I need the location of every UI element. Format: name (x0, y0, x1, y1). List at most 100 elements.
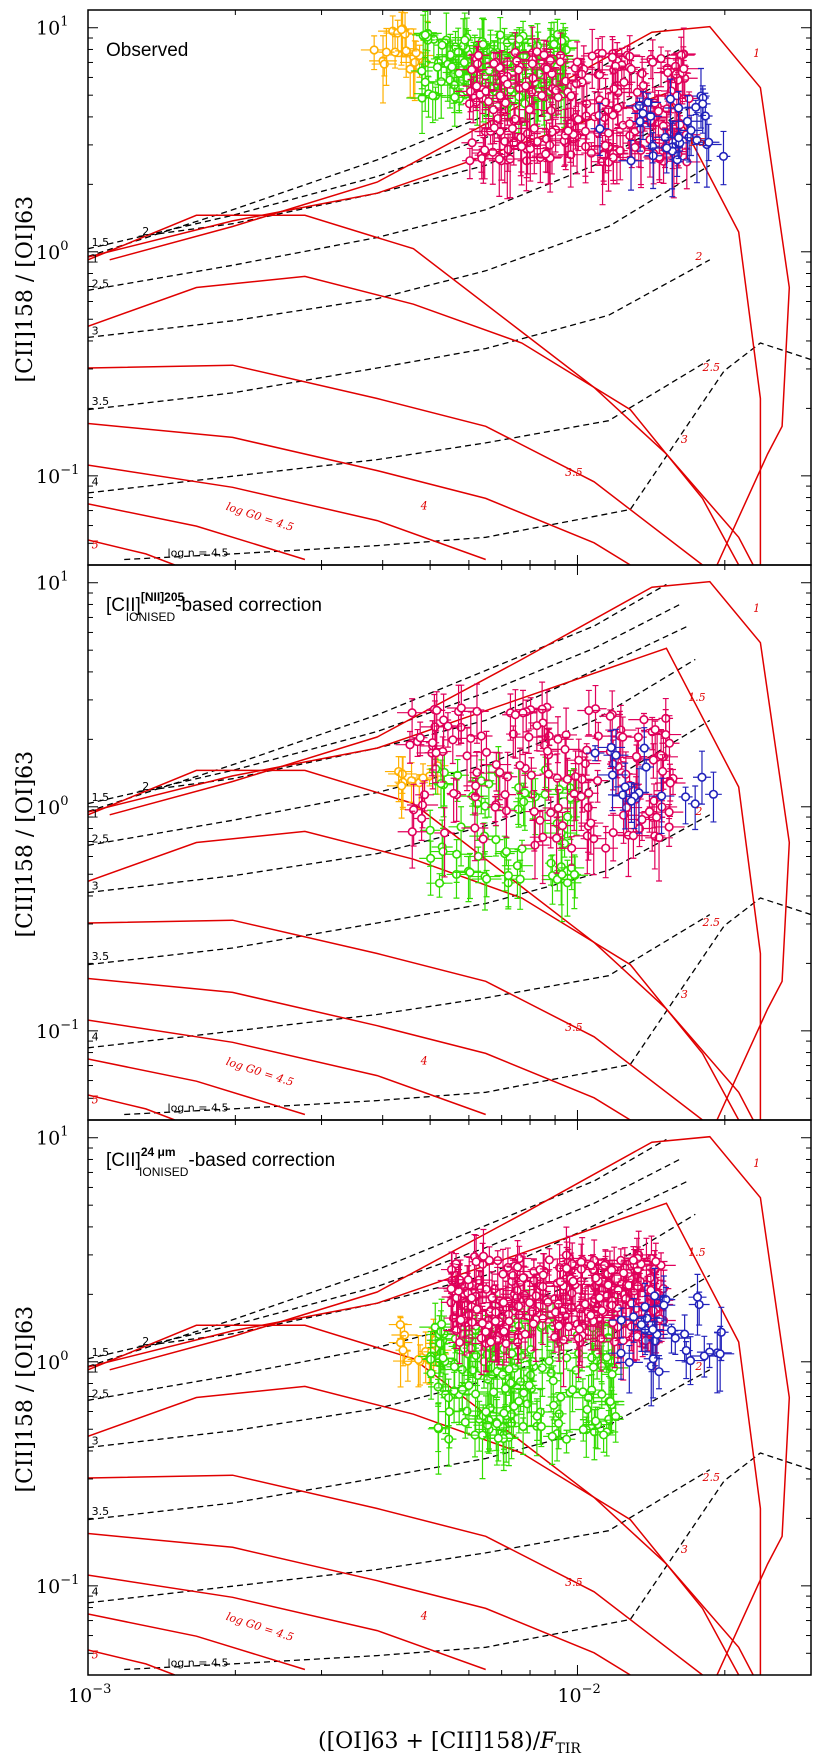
data-point (417, 813, 427, 824)
data-point (398, 1345, 408, 1355)
data-point (670, 1333, 680, 1343)
logG0-label-6: 4 (420, 1055, 428, 1068)
data-point (634, 101, 645, 111)
logG0-label-1: 1.5 (688, 691, 706, 704)
logG0-curve-8 (88, 1649, 176, 1675)
logn-curve-6 (88, 914, 711, 1049)
data-point (500, 1383, 511, 1394)
data-point (553, 92, 563, 103)
logG0-curve-2 (88, 769, 754, 1120)
data-point (633, 732, 643, 742)
logn-label-6: 4 (92, 1031, 99, 1044)
logn-label-1: 1.5 (92, 791, 110, 804)
data-point (553, 734, 563, 744)
data-point (650, 1291, 660, 1301)
y-tick-label: 10−1 (36, 1573, 79, 1598)
data-point (557, 821, 568, 831)
logn-label-5: 3.5 (92, 950, 110, 963)
data-point (396, 25, 407, 35)
data-point (489, 59, 499, 69)
data-point (556, 1392, 566, 1402)
data-point (478, 39, 488, 49)
data-point (454, 68, 464, 78)
data-point (529, 123, 539, 133)
data-point (665, 778, 675, 788)
logn-curve-1 (88, 1158, 682, 1360)
data-point (493, 1433, 503, 1443)
data-point (500, 790, 510, 800)
logG0-curve-2 (88, 214, 754, 565)
logn-curve-1 (88, 48, 682, 250)
data-point (597, 1361, 607, 1371)
data-point (501, 846, 512, 857)
logG0-curve-8 (88, 1094, 176, 1120)
data-point (626, 156, 636, 166)
data-point (433, 1422, 443, 1433)
data-point (517, 141, 527, 152)
data-point (618, 732, 628, 742)
data-point (476, 731, 486, 741)
data-point (664, 807, 674, 817)
y-axis-label: [CII]158 / [OI]63 (13, 751, 38, 938)
data-point (488, 105, 499, 115)
logG0-curve-8 (88, 539, 176, 565)
panel-title: Observed (106, 40, 188, 61)
data-point (605, 711, 615, 721)
data-point (438, 1353, 448, 1363)
data-point (672, 155, 682, 165)
data-point (532, 721, 542, 731)
data-point (624, 1357, 634, 1367)
data-point (586, 148, 596, 158)
logG0-curve-7 (88, 503, 306, 561)
data-point (472, 81, 482, 91)
data-point (480, 801, 490, 811)
data-point (518, 1421, 528, 1432)
data-point (543, 769, 554, 779)
data-point (582, 1404, 592, 1415)
data-point (491, 759, 501, 770)
data-point (443, 721, 453, 731)
data-point (465, 156, 475, 166)
data-point (587, 1385, 597, 1395)
logG0-curve-1 (88, 1202, 762, 1675)
data-point (630, 142, 640, 152)
data-point (644, 806, 655, 817)
data-point (561, 1263, 572, 1274)
logn-curve-6 (88, 359, 711, 494)
data-point (514, 1396, 524, 1406)
logG0-curve-4 (88, 364, 703, 565)
data-point (557, 36, 567, 46)
logn-curve-0 (88, 28, 667, 258)
data-point (460, 1417, 470, 1427)
data-point (433, 1382, 443, 1392)
data-point (553, 803, 563, 813)
data-point (567, 1385, 578, 1395)
data-point (409, 805, 419, 815)
data-point (542, 746, 553, 756)
error-bar (447, 779, 467, 822)
data-point (557, 869, 567, 880)
logn-label-6: 4 (92, 1586, 99, 1599)
data-point (650, 724, 660, 735)
data-point (694, 1299, 704, 1310)
data-point (537, 1363, 547, 1373)
logG0-label-6: 4 (420, 1610, 428, 1623)
logn-curve-7 (124, 897, 811, 1116)
data-point (432, 705, 442, 715)
logG0-label-5: 3.5 (565, 466, 583, 479)
data-point (643, 97, 653, 107)
data-point (477, 153, 487, 164)
data-point (381, 47, 392, 57)
series-blue (585, 727, 722, 835)
data-point (571, 78, 581, 89)
data-point (524, 732, 534, 742)
data-point (543, 1297, 553, 1307)
logn-curve-7 (124, 342, 811, 561)
data-point (514, 1301, 524, 1311)
data-point (490, 802, 500, 812)
series-yellow (384, 751, 449, 819)
y-tick-label: 100 (36, 239, 68, 264)
data-point (473, 50, 484, 60)
data-point (546, 858, 556, 868)
